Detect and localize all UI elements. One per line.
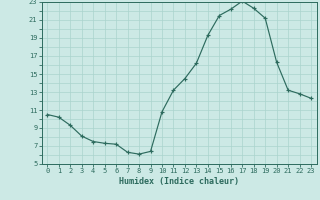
X-axis label: Humidex (Indice chaleur): Humidex (Indice chaleur) [119, 177, 239, 186]
